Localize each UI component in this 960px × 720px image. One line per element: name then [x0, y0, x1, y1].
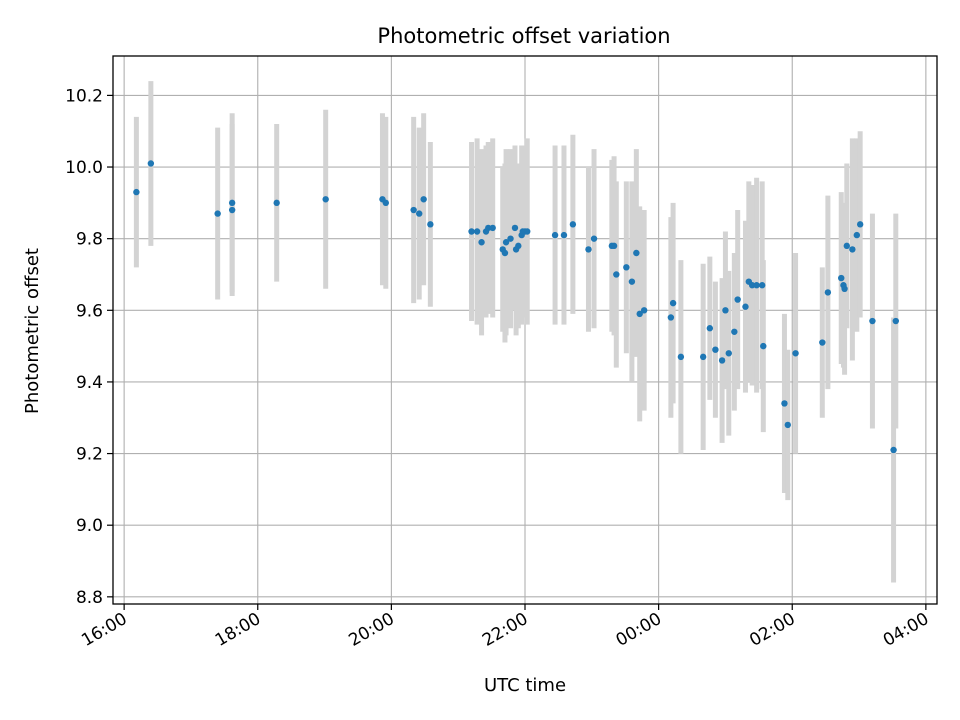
y-tick-label: 9.6 — [76, 301, 103, 321]
data-point — [781, 400, 788, 407]
data-point — [667, 314, 675, 321]
data-point — [551, 231, 559, 239]
data-point — [507, 235, 514, 242]
data-point — [485, 224, 492, 232]
data-point — [742, 303, 749, 310]
data-points — [133, 160, 899, 454]
y-tick-label: 8.8 — [76, 588, 103, 608]
data-point — [824, 289, 832, 296]
data-point — [758, 282, 766, 289]
data-point — [636, 310, 643, 318]
data-point — [890, 446, 897, 454]
data-point — [502, 239, 510, 246]
data-point — [725, 350, 732, 357]
data-point — [468, 228, 475, 235]
data-point — [718, 357, 726, 364]
data-point — [560, 231, 568, 239]
data-point — [869, 317, 876, 325]
data-point — [760, 342, 767, 350]
data-point — [753, 282, 760, 289]
data-point — [699, 353, 707, 361]
data-point — [706, 325, 714, 332]
data-point — [623, 264, 630, 271]
data-point — [416, 210, 423, 217]
data-point — [501, 249, 509, 257]
y-tick-label: 9.2 — [76, 445, 103, 465]
data-point — [838, 274, 845, 282]
y-tick-label: 9.0 — [76, 516, 103, 536]
data-point — [677, 353, 685, 361]
data-point — [610, 242, 618, 250]
data-point — [731, 328, 738, 335]
data-point — [722, 307, 729, 314]
data-point — [473, 228, 481, 235]
data-point — [841, 285, 848, 293]
y-tick-label: 9.8 — [76, 230, 103, 250]
data-point — [843, 242, 851, 250]
data-point — [228, 206, 236, 214]
y-tick-label: 10.2 — [65, 86, 103, 106]
data-point — [856, 221, 864, 228]
data-point — [712, 346, 719, 353]
chart-title: Photometric offset variation — [377, 24, 670, 48]
data-point — [569, 221, 577, 228]
data-point — [585, 246, 592, 253]
data-point — [633, 249, 640, 257]
data-point — [792, 350, 799, 357]
data-point — [511, 224, 519, 232]
data-point — [489, 224, 496, 232]
y-axis-ticks: 8.8 9.0 9.2 9.4 9.6 9.8 10.0 10.2 — [65, 86, 113, 608]
y-tick-label: 9.4 — [76, 373, 103, 393]
data-point — [515, 242, 522, 250]
data-point — [613, 271, 620, 278]
data-point — [669, 299, 677, 307]
x-axis-label: UTC time — [484, 675, 566, 696]
data-point — [784, 421, 791, 429]
data-point — [892, 317, 899, 325]
data-point — [410, 206, 417, 214]
data-point — [590, 235, 598, 242]
data-point — [628, 278, 636, 285]
data-point — [147, 160, 155, 167]
data-point — [524, 228, 531, 235]
data-point — [427, 221, 434, 228]
data-point — [133, 188, 140, 196]
data-point — [748, 282, 756, 289]
data-point — [640, 307, 648, 314]
data-point — [853, 231, 861, 239]
y-tick-label: 10.0 — [65, 158, 103, 178]
data-point — [322, 196, 329, 203]
data-point — [228, 199, 236, 207]
data-point — [478, 239, 485, 246]
data-point — [420, 196, 427, 203]
data-point — [734, 296, 741, 303]
y-axis-label: Photometric offset — [22, 248, 43, 414]
data-point — [382, 199, 390, 207]
data-point — [819, 339, 826, 346]
data-point — [214, 210, 221, 217]
data-point — [849, 246, 856, 253]
data-point — [273, 199, 280, 207]
